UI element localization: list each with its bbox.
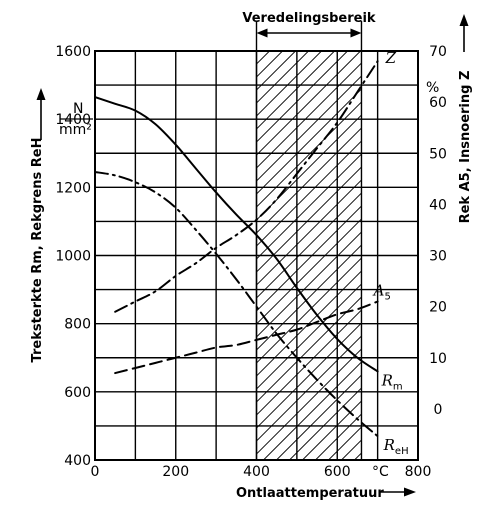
series-line-a5 xyxy=(114,300,379,375)
annotation-arrowhead-left xyxy=(256,28,268,38)
y-right-tick-label: 40 xyxy=(429,197,447,213)
y-right-tick-label: 0 xyxy=(434,402,443,418)
y-left-tick-label: 1600 xyxy=(55,44,91,60)
series-label-subscript: 5 xyxy=(384,292,390,303)
x-tick-label: 400 xyxy=(243,464,270,480)
y-right-tick-label: 70 xyxy=(429,44,447,60)
series-line-reh xyxy=(95,170,379,438)
series-label-z: Z xyxy=(385,49,397,67)
y-right-axis-title: Rek A5, Insnoering Z xyxy=(458,71,473,224)
annotation-arrowhead-right xyxy=(350,28,362,38)
curves xyxy=(95,60,379,438)
y-right-tick-label: 60 xyxy=(429,95,447,111)
y-left-tick-label: 400 xyxy=(64,453,91,469)
x-axis-unit: °C xyxy=(372,464,389,480)
annotation-bracket: Veredelingsbereik xyxy=(242,11,376,38)
y-right-tick-label: 20 xyxy=(429,300,447,316)
series-label-a5: A5 xyxy=(372,282,391,303)
y-left-tick-label: 1200 xyxy=(55,180,91,196)
y-right-tick-label: 30 xyxy=(429,249,447,265)
y-left-unit-numerator: N xyxy=(73,101,83,117)
y-left-tick-label: 1400 xyxy=(55,112,91,128)
y-left-tick-label: 800 xyxy=(64,317,91,333)
series-line-z xyxy=(114,60,379,313)
series-line-rm xyxy=(95,96,379,373)
y-left-axis-arrow xyxy=(36,88,46,140)
y-left-tick-label: 600 xyxy=(64,385,91,401)
x-axis-arrow xyxy=(381,487,416,497)
y-left-unit-denominator: mm² xyxy=(59,122,92,138)
y-left-axis-title: Treksterkte Rm, Rekgrens ReH xyxy=(30,138,45,363)
x-tick-label: 800 xyxy=(405,464,432,480)
x-tick-label: 600 xyxy=(324,464,351,480)
y-right-axis-arrow xyxy=(459,14,469,52)
series-label-reh: ReH xyxy=(383,436,409,457)
x-tick-label: 0 xyxy=(91,464,100,480)
x-axis-title: Ontlaattemperatuur xyxy=(236,486,384,501)
annotation-text: Veredelingsbereik xyxy=(242,11,376,26)
y-right-unit: % xyxy=(426,80,439,96)
y-right-tick-label: 50 xyxy=(429,146,447,162)
series-label-subscript: eH xyxy=(395,446,409,457)
x-tick-label: 200 xyxy=(162,464,189,480)
y-left-tick-label: 1000 xyxy=(55,249,91,265)
series-label-rm: Rm xyxy=(381,371,403,392)
series-label-subscript: m xyxy=(393,381,403,392)
y-right-tick-label: 10 xyxy=(429,351,447,367)
tick-labels: 4006008001000120014001600010203040506070… xyxy=(55,44,447,480)
